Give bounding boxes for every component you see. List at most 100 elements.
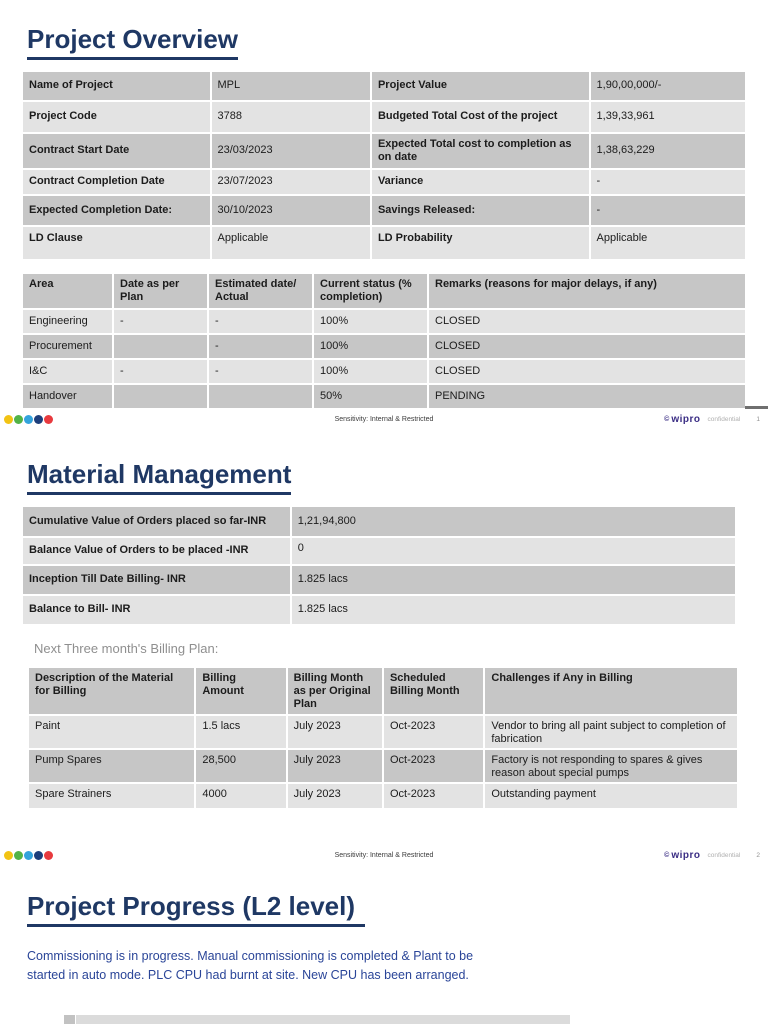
summary-label: Cumulative Value of Orders placed so far…	[23, 507, 290, 536]
status-cell: Handover	[23, 385, 112, 408]
copyright-icon: ©	[664, 852, 670, 859]
billing-cell: 1.5 lacs	[196, 715, 286, 748]
page-title-project-overview: Project Overview	[27, 24, 238, 60]
table-row: Spare Strainers 4000 July 2023 Oct-2023 …	[29, 784, 737, 809]
status-cell	[114, 335, 207, 358]
column-header: Description of the Material for Billing	[29, 668, 195, 714]
info-value: 23/03/2023	[211, 134, 370, 168]
copyright-icon: ©	[664, 416, 670, 423]
column-header: Scheduled Billing Month	[383, 668, 484, 714]
info-value: -	[590, 196, 745, 225]
status-cell: 50%	[314, 385, 427, 408]
table-row: Inception Till Date Billing- INR 1.825 l…	[23, 566, 735, 594]
info-value: Applicable	[590, 227, 745, 259]
table-row: Balance to Bill- INR 1.825 lacs	[23, 596, 735, 624]
progress-paragraph: Commissioning is in progress. Manual com…	[27, 949, 474, 983]
column-header: Estimated date/ Actual	[209, 274, 312, 308]
table-row: Expected Completion Date: 30/10/2023 Sav…	[23, 196, 745, 225]
column-header: Date as per Plan	[114, 274, 207, 308]
brand-dot-yellow-icon	[4, 851, 13, 860]
table-row: Project Code 3788 Budgeted Total Cost of…	[23, 102, 745, 132]
confidential-label: confidential	[707, 852, 741, 859]
brand-dot-yellow-icon	[4, 415, 13, 424]
sensitivity-label: Sensitivity: Internal & Restricted	[334, 416, 434, 423]
info-value: MPL	[211, 72, 370, 100]
project-info-table: Name of Project MPL Project Value 1,90,0…	[21, 70, 747, 261]
table-header-row: Area Date as per Plan Estimated date/ Ac…	[23, 274, 745, 308]
table-row: Contract Completion Date 23/07/2023 Vari…	[23, 170, 745, 194]
column-header: Billing Amount	[196, 668, 286, 714]
billing-cell: Factory is not responding to spares & gi…	[485, 749, 737, 783]
area-status-table: Area Date as per Plan Estimated date/ Ac…	[21, 272, 747, 410]
billing-cell: Vendor to bring all paint subject to com…	[485, 715, 737, 748]
status-cell: 100%	[314, 360, 427, 383]
slide-footer: Sensitivity: Internal & Restricted © wip…	[0, 849, 768, 863]
status-cell: -	[209, 310, 312, 333]
summary-value: 1.825 lacs	[291, 596, 735, 624]
status-cell: -	[209, 360, 312, 383]
billing-cell: Paint	[29, 715, 195, 748]
info-value: -	[590, 170, 745, 194]
billing-cell: Spare Strainers	[29, 784, 195, 809]
table-row: Handover 50% PENDING	[23, 385, 745, 408]
info-label: Name of Project	[23, 72, 210, 100]
status-cell: PENDING	[429, 385, 745, 408]
info-label: Savings Released:	[371, 196, 589, 225]
brand-dot-green-icon	[14, 415, 23, 424]
column-header: Remarks (reasons for major delays, if an…	[429, 274, 745, 308]
info-value: 1,90,00,000/-	[590, 72, 745, 100]
status-cell: -	[209, 335, 312, 358]
brand-dots	[4, 851, 53, 860]
status-cell: CLOSED	[429, 360, 745, 383]
info-value: Applicable	[211, 227, 370, 259]
table-row: Balance Value of Orders to be placed -IN…	[23, 538, 735, 564]
status-cell: 100%	[314, 335, 427, 358]
status-cell: CLOSED	[429, 335, 745, 358]
brand-box: © wipro confidential 1	[664, 414, 760, 425]
brand-dot-navy-icon	[34, 415, 43, 424]
info-label: Expected Completion Date:	[23, 196, 210, 225]
billing-cell: 28,500	[196, 749, 286, 783]
page-title-project-progress: Project Progress (L2 level)	[27, 891, 366, 927]
page-title-text: Material Management	[27, 459, 292, 495]
scrollbar-fragment[interactable]	[745, 406, 768, 409]
info-value: 1,39,33,961	[590, 102, 745, 132]
info-label: Contract Completion Date	[23, 170, 210, 194]
info-label: Project Value	[371, 72, 589, 100]
cutoff-table-edge	[64, 1015, 570, 1024]
billing-cell: Outstanding payment	[485, 784, 737, 809]
billing-cell: Oct-2023	[383, 784, 484, 809]
billing-cell: Oct-2023	[383, 749, 484, 783]
brand-box: © wipro confidential 2	[664, 850, 760, 861]
status-cell: CLOSED	[429, 310, 745, 333]
table-row: I&C - - 100% CLOSED	[23, 360, 745, 383]
status-cell	[114, 385, 207, 408]
wipro-logo: wipro	[671, 414, 701, 425]
summary-label: Balance Value of Orders to be placed -IN…	[23, 538, 290, 564]
table-row: Pump Spares 28,500 July 2023 Oct-2023 Fa…	[29, 749, 737, 783]
table-row: LD Clause Applicable LD Probability Appl…	[23, 227, 745, 259]
info-label: Budgeted Total Cost of the project	[371, 102, 589, 132]
table-header-row: Description of the Material for Billing …	[29, 668, 737, 714]
info-value: 3788	[211, 102, 370, 132]
billing-cell: July 2023	[287, 715, 382, 748]
wipro-logo: wipro	[671, 850, 701, 861]
table-row: Paint 1.5 lacs July 2023 Oct-2023 Vendor…	[29, 715, 737, 748]
page-number: 2	[756, 852, 760, 859]
status-cell: Procurement	[23, 335, 112, 358]
brand-dot-red-icon	[44, 851, 53, 860]
page-title-text: Project Overview	[27, 24, 238, 60]
info-label: LD Probability	[371, 227, 589, 259]
summary-label: Balance to Bill- INR	[23, 596, 290, 624]
column-header: Current status (% completion)	[314, 274, 427, 308]
sensitivity-label: Sensitivity: Internal & Restricted	[334, 852, 434, 859]
page-title-text: Project Progress (L2 level)	[27, 891, 366, 927]
status-cell: 100%	[314, 310, 427, 333]
status-cell	[209, 385, 312, 408]
info-label: Contract Start Date	[23, 134, 210, 168]
billing-cell: July 2023	[287, 749, 382, 783]
info-label: Variance	[371, 170, 589, 194]
info-label: LD Clause	[23, 227, 210, 259]
status-cell: I&C	[23, 360, 112, 383]
